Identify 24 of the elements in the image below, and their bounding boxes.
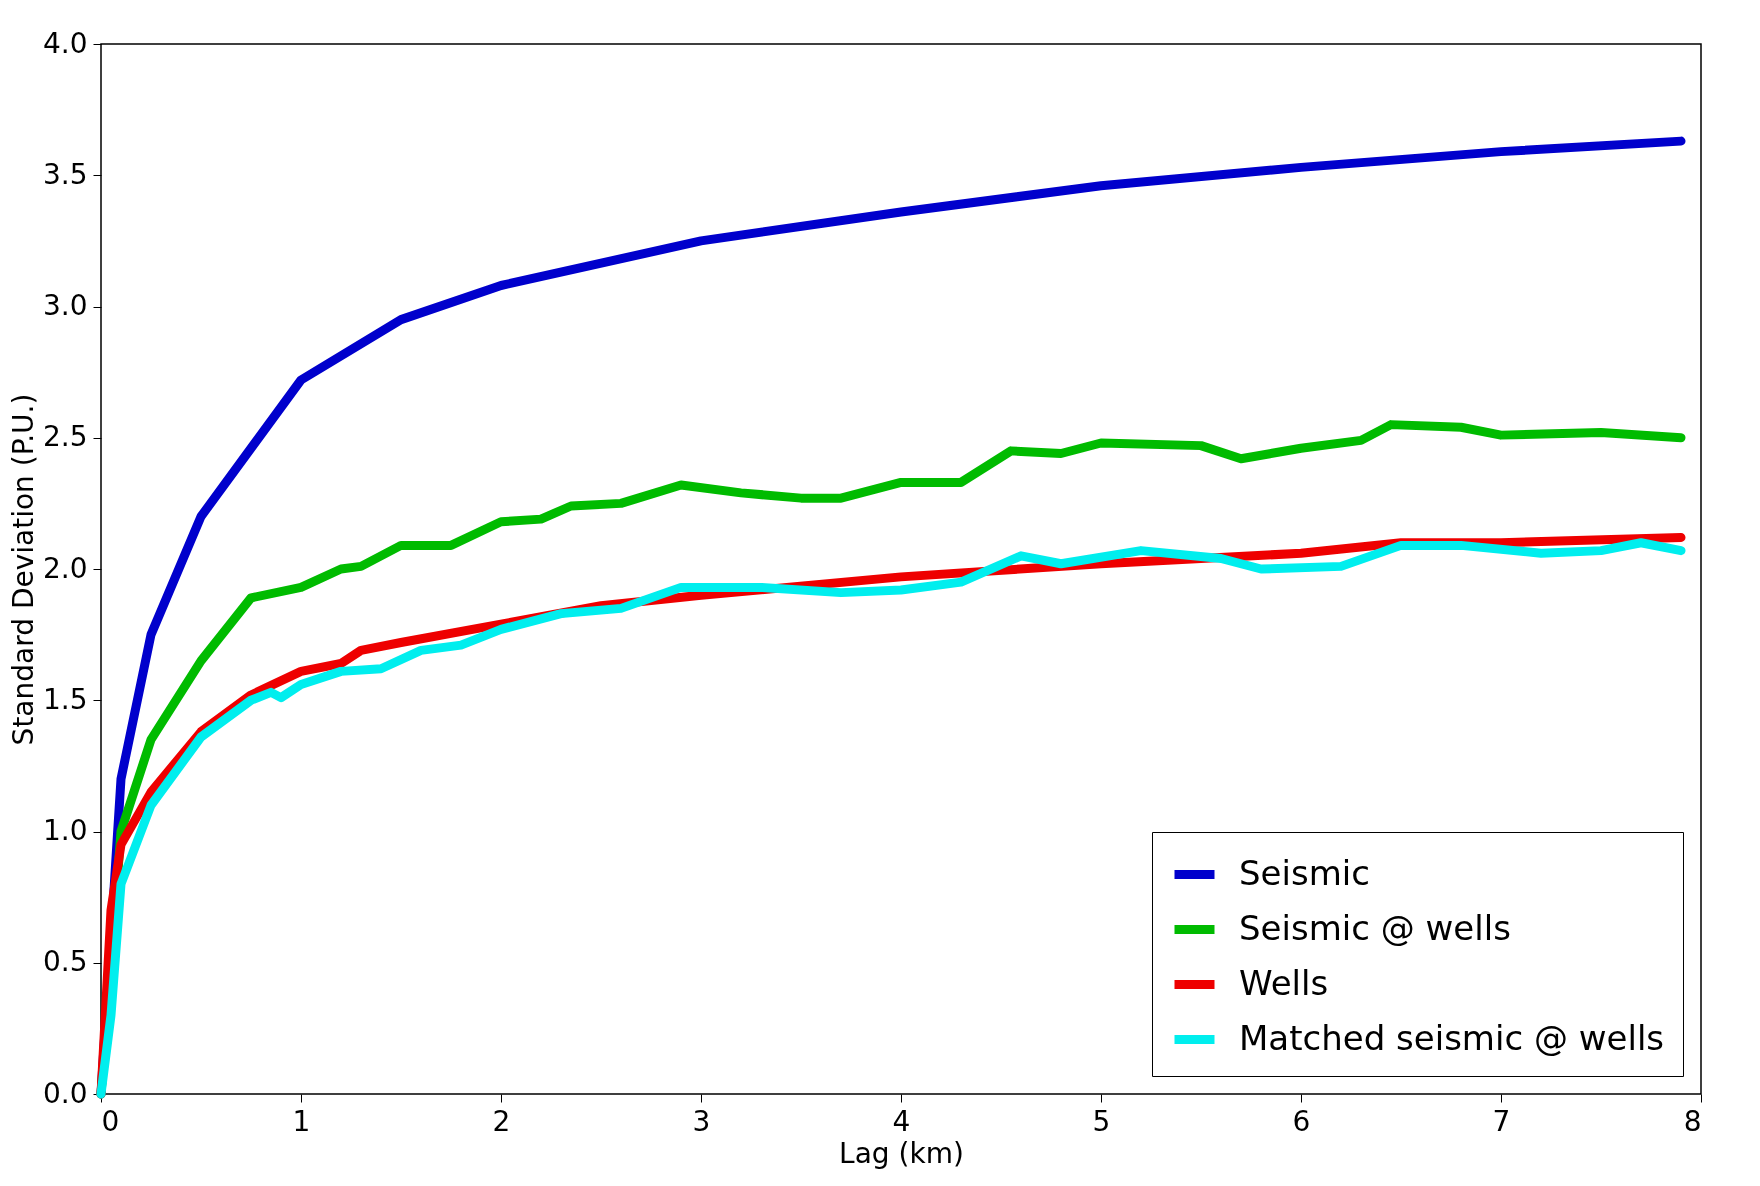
legend-label: Matched seismic @ wells <box>1239 1017 1665 1058</box>
x-tick-label: 2 <box>492 1104 511 1138</box>
y-axis-title: Standard Deviation (P.U.) <box>6 393 40 746</box>
y-tick-label: 4.0 <box>42 26 88 60</box>
x-tick-label: 5 <box>1092 1104 1111 1138</box>
x-tick-label: 1 <box>292 1104 311 1138</box>
x-tick-label: 7 <box>1492 1104 1511 1138</box>
x-tick-label: 0 <box>101 1104 120 1138</box>
y-tick-label: 0.0 <box>42 1076 88 1110</box>
y-tick-label: 2.0 <box>42 551 88 585</box>
y-tick-label: 2.5 <box>42 420 88 454</box>
x-tick-label: 8 <box>1683 1104 1702 1138</box>
y-tick-label: 1.0 <box>42 814 88 847</box>
x-tick-label: 3 <box>692 1104 711 1138</box>
legend-label: Seismic @ wells <box>1239 907 1511 948</box>
y-tick-label: 3.0 <box>42 289 88 322</box>
y-tick-label: 1.5 <box>42 682 88 716</box>
legend-label: Seismic <box>1239 852 1370 893</box>
legend-label: Wells <box>1239 962 1329 1003</box>
x-tick-label: 4 <box>892 1104 911 1138</box>
x-tick-label: 6 <box>1292 1104 1311 1138</box>
y-tick-label: 3.5 <box>42 157 88 191</box>
x-axis-title: Lag (km) <box>839 1136 964 1170</box>
y-tick-label: 0.5 <box>42 945 88 979</box>
